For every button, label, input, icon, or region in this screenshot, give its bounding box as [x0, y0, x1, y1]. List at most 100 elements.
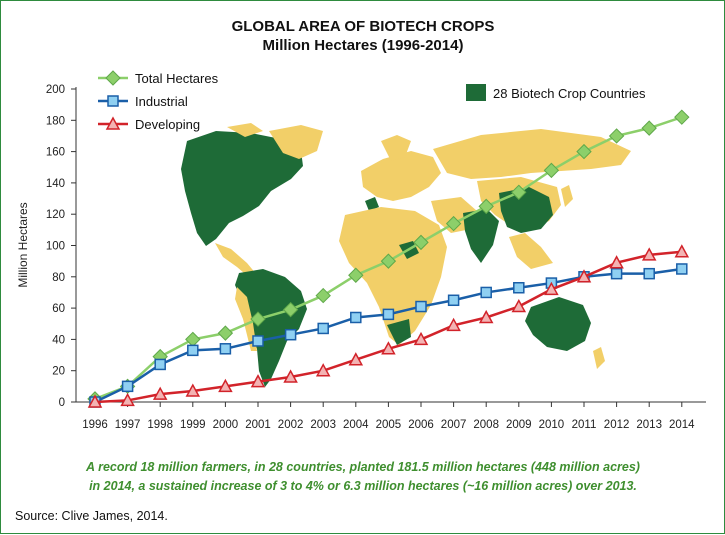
data-point-industrial	[513, 282, 525, 294]
data-point-industrial	[350, 311, 362, 324]
legend: Total Hectares Industrial Developing	[98, 70, 219, 132]
series-layer	[87, 109, 690, 408]
data-point-industrial	[284, 328, 297, 341]
data-point-developing	[120, 392, 135, 407]
data-point-developing	[87, 394, 103, 408]
data-point-developing	[348, 352, 364, 366]
map-scandinavia	[381, 135, 411, 161]
data-point-developing	[413, 331, 429, 346]
map-south-america-west	[235, 287, 257, 351]
data-point-industrial	[187, 344, 199, 357]
legend-marker	[105, 116, 121, 130]
map-se-asia	[509, 233, 553, 269]
map-japan	[561, 185, 573, 207]
data-point-total-hectares	[674, 109, 690, 125]
x-tick-label: 2000	[213, 419, 239, 431]
chart-subtitle: Million Hectares (1996-2014)	[263, 37, 464, 54]
data-point-industrial	[219, 343, 232, 355]
x-tick-label: 2004	[343, 419, 369, 431]
data-point-total-hectares	[478, 198, 494, 215]
data-point-total-hectares	[282, 301, 299, 318]
y-tick-label: 80	[52, 272, 65, 284]
x-tick-label: 1996	[82, 419, 108, 431]
data-point-total-hectares	[543, 162, 560, 179]
data-point-developing	[674, 244, 690, 258]
map-south-america	[235, 269, 307, 387]
data-point-industrial	[252, 335, 264, 347]
x-tick-label: 2012	[604, 419, 630, 431]
map-north-america	[181, 131, 303, 246]
x-tick-label: 2008	[473, 419, 499, 431]
map-africa-south	[387, 319, 411, 345]
x-tick-label: 2010	[539, 419, 565, 431]
data-point-total-hectares	[250, 311, 266, 327]
data-point-developing	[250, 374, 266, 388]
axes	[75, 87, 706, 403]
x-tick-label: 2013	[636, 419, 662, 431]
map-legend: 28 Biotech Crop Countries	[466, 84, 646, 101]
y-axis-label: Million Hectares	[16, 202, 30, 287]
map-legend-label: 28 Biotech Crop Countries	[493, 86, 646, 101]
data-point-industrial	[317, 322, 329, 335]
data-point-total-hectares	[511, 184, 527, 200]
caption-line-1: A record 18 million farmers, in 28 count…	[85, 460, 640, 474]
data-point-industrial	[676, 263, 688, 275]
y-tick-label: 60	[52, 303, 65, 315]
x-tick-label: 2002	[278, 419, 304, 431]
x-tick-label: 2005	[376, 419, 402, 431]
y-tick-label: 180	[46, 115, 65, 127]
map-legend-swatch	[466, 84, 486, 101]
data-point-developing	[511, 298, 527, 313]
x-tick-label: 1997	[115, 419, 141, 431]
x-tick-label: 2001	[245, 419, 271, 431]
x-ticks: 1996 1997 1998 1999 2000 2001 2002 2003 2004 2005…	[82, 402, 695, 431]
source-note: Source: Clive James, 2014.	[15, 509, 168, 523]
y-tick-label: 40	[52, 334, 65, 346]
world-map-background	[181, 123, 631, 387]
data-point-total-hectares	[315, 287, 331, 304]
data-point-developing	[283, 369, 298, 383]
x-tick-label: 2009	[506, 419, 532, 431]
data-point-total-hectares	[576, 143, 592, 160]
data-point-total-hectares	[608, 128, 625, 144]
data-point-industrial	[610, 267, 623, 280]
legend-label: Total Hectares	[135, 71, 219, 86]
data-point-total-hectares	[445, 215, 462, 232]
y-tick-label: 200	[46, 84, 65, 96]
data-point-developing	[478, 309, 494, 324]
data-point-industrial	[415, 300, 427, 313]
data-point-developing	[218, 378, 233, 393]
x-tick-label: 1999	[180, 419, 206, 431]
map-australia	[525, 297, 591, 351]
data-point-industrial	[643, 267, 655, 280]
legend-item-total-hectares: Total Hectares	[98, 70, 219, 86]
data-point-total-hectares	[641, 120, 657, 136]
x-tick-label: 1998	[147, 419, 173, 431]
map-greenland	[269, 125, 323, 159]
legend-item-industrial: Industrial	[98, 94, 188, 109]
data-point-developing	[446, 317, 461, 332]
caption-line-2: in 2014, a sustained increase of 3 to 4%…	[89, 479, 637, 493]
map-russia	[433, 129, 631, 179]
map-central-america	[215, 243, 257, 279]
data-point-industrial	[154, 358, 166, 371]
map-canada-islands	[227, 123, 263, 137]
data-point-total-hectares	[413, 234, 429, 251]
y-ticks: 0 20 40 60 80 100 120 140 160 180 200	[46, 84, 76, 409]
x-tick-label: 2014	[669, 419, 695, 431]
map-china	[499, 187, 553, 233]
y-tick-label: 0	[59, 397, 65, 409]
legend-marker	[105, 70, 121, 86]
data-point-developing	[315, 363, 331, 377]
map-europe	[361, 151, 441, 201]
x-tick-label: 2011	[572, 419, 597, 431]
series-total-hectares	[87, 109, 690, 407]
map-new-zealand	[593, 347, 605, 369]
x-tick-label: 2003	[310, 419, 336, 431]
y-tick-label: 120	[46, 209, 65, 221]
data-point-industrial	[382, 308, 395, 321]
legend-label: Industrial	[135, 94, 188, 109]
y-tick-label: 160	[46, 147, 65, 159]
data-point-developing	[641, 247, 657, 261]
